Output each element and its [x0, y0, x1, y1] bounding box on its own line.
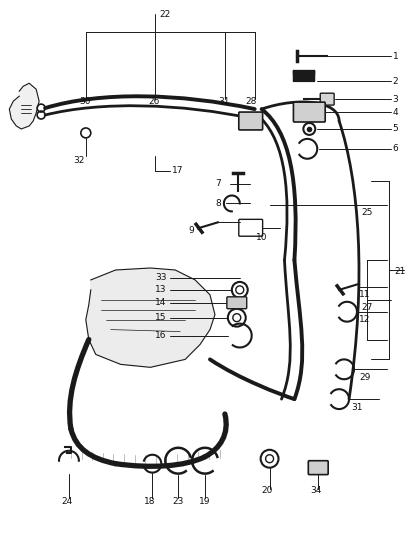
Text: 24: 24	[61, 497, 72, 506]
FancyBboxPatch shape	[238, 112, 262, 130]
Text: 5: 5	[392, 124, 398, 133]
Text: 12: 12	[358, 315, 370, 324]
Text: 15: 15	[155, 313, 166, 322]
Polygon shape	[9, 83, 39, 129]
FancyBboxPatch shape	[226, 297, 246, 309]
Text: 7: 7	[214, 179, 220, 188]
Text: 32: 32	[73, 156, 84, 165]
Text: 22: 22	[159, 10, 170, 19]
FancyBboxPatch shape	[320, 93, 333, 105]
Text: 18: 18	[144, 497, 156, 506]
Text: 17: 17	[172, 166, 183, 175]
Text: 6: 6	[392, 144, 398, 153]
Text: 25: 25	[360, 208, 371, 217]
Text: 13: 13	[155, 285, 166, 294]
Text: 31: 31	[350, 402, 362, 412]
Polygon shape	[85, 268, 214, 367]
Text: 4: 4	[392, 108, 397, 117]
Text: 1: 1	[392, 52, 398, 61]
Text: 28: 28	[245, 97, 256, 105]
Text: 23: 23	[172, 497, 183, 506]
Text: 21: 21	[394, 267, 405, 277]
Text: 31: 31	[217, 97, 229, 105]
Text: 14: 14	[155, 298, 166, 307]
Text: 9: 9	[188, 226, 193, 235]
FancyBboxPatch shape	[308, 461, 328, 475]
Text: 16: 16	[155, 331, 166, 340]
Text: 3: 3	[392, 95, 398, 104]
Text: 20: 20	[261, 486, 272, 495]
FancyBboxPatch shape	[293, 102, 325, 122]
Text: 10: 10	[255, 233, 266, 242]
Text: 26: 26	[148, 97, 159, 105]
Text: 11: 11	[358, 291, 370, 299]
Text: 2: 2	[392, 77, 397, 86]
Text: 29: 29	[358, 373, 370, 382]
Text: 30: 30	[78, 97, 90, 105]
Text: 8: 8	[214, 199, 220, 208]
Text: 19: 19	[199, 497, 210, 506]
Text: 34: 34	[310, 486, 321, 495]
Text: 33: 33	[155, 273, 166, 282]
Text: 27: 27	[360, 303, 371, 312]
